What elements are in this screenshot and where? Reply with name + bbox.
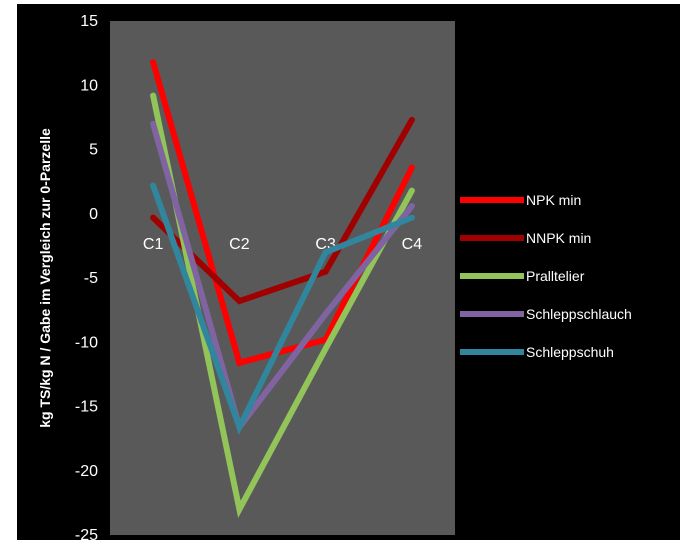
series-line-schleppschuh: [150, 182, 415, 435]
legend-label: NNPK min: [526, 230, 591, 246]
x-tick-label: C4: [402, 236, 423, 253]
y-axis-label: kg TS/kg N / Gabe im Vergleich zur 0-Par…: [37, 128, 53, 428]
legend: NPK min NNPK min Pralltelier Schleppschlauc…: [460, 192, 632, 360]
chart-frame: 15 10 5 0 -5 -10 -15 -20 -25 C1 C2 C3 C4 kg TS/kg N…: [17, 4, 680, 540]
x-tick-label: C2: [229, 236, 250, 253]
y-axis-ticks: 15 10 5 0 -5 -10 -15 -20 -25: [75, 13, 98, 540]
y-tick-label: -5: [84, 270, 98, 287]
y-tick-label: -25: [75, 527, 98, 540]
legend-label: Schleppschuh: [526, 344, 614, 360]
legend-label: NPK min: [526, 192, 581, 208]
series-line-npk-min: [150, 59, 415, 367]
series-line-schleppschlauch: [150, 120, 415, 434]
legend-label: Pralltelier: [526, 268, 585, 284]
x-tick-label: C1: [143, 236, 164, 253]
y-tick-label: 10: [80, 77, 98, 94]
y-tick-label: 15: [80, 13, 98, 30]
category-labels: C1 C2 C3 C4: [143, 236, 422, 253]
legend-label: Schleppschlauch: [526, 306, 632, 322]
y-tick-label: -15: [75, 399, 98, 416]
series-line-nnpk-min: [150, 116, 415, 305]
series-lines: [150, 59, 415, 518]
y-tick-label: -10: [75, 334, 98, 351]
y-tick-label: 5: [89, 142, 98, 159]
y-tick-label: -20: [75, 463, 98, 480]
y-tick-label: 0: [89, 206, 98, 223]
